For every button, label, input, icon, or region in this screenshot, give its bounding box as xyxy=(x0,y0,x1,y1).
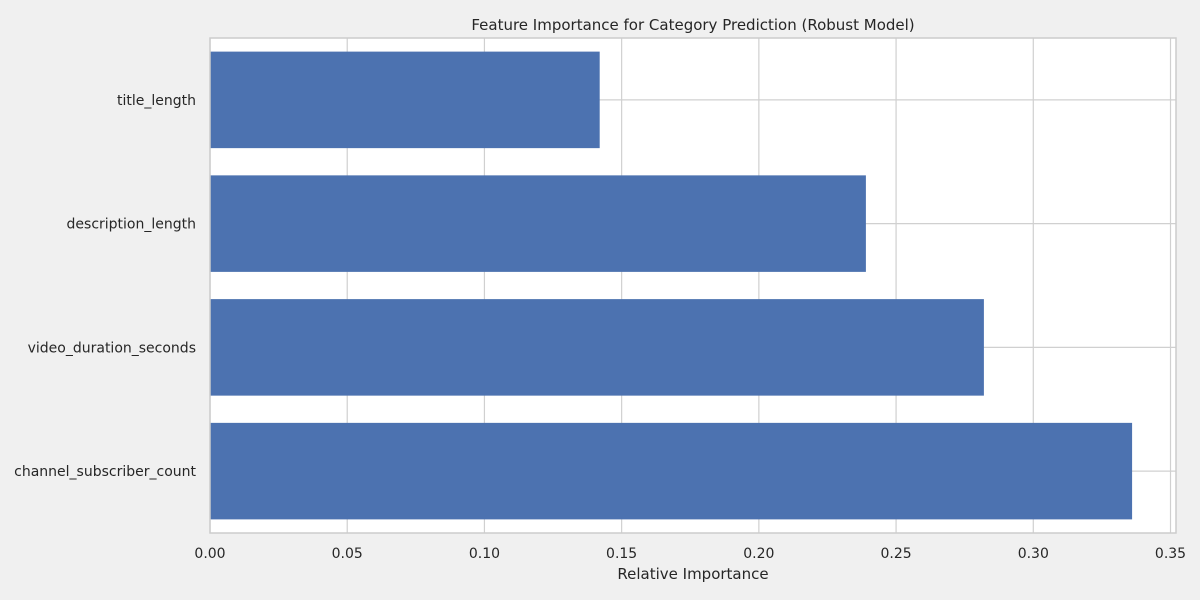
y-tick-label: channel_subscriber_count xyxy=(14,464,196,480)
plot-frame xyxy=(209,37,1177,534)
bar-description-length xyxy=(210,175,866,272)
bar-video-duration-seconds xyxy=(210,299,984,396)
x-axis-label: Relative Importance xyxy=(617,565,768,583)
x-tick-labels: 0.00 0.05 0.10 0.15 0.20 0.25 0.30 0.35 xyxy=(194,546,1186,562)
bars-group xyxy=(210,51,1133,520)
x-tick-label: 0.20 xyxy=(743,546,774,562)
x-tick-label: 0.10 xyxy=(469,546,500,562)
x-tick-label: 0.00 xyxy=(194,546,225,562)
x-tick-label: 0.05 xyxy=(332,546,363,562)
y-tick-label: description_length xyxy=(67,217,196,233)
x-tick-label: 0.25 xyxy=(880,546,911,562)
y-tick-labels: title_length description_length video_dura… xyxy=(14,93,196,480)
x-tick-label: 0.15 xyxy=(606,546,637,562)
y-tick-label: title_length xyxy=(117,93,196,109)
x-tick-label: 0.30 xyxy=(1018,546,1049,562)
x-tick-label: 0.35 xyxy=(1155,546,1186,562)
y-tick-label: video_duration_seconds xyxy=(28,340,196,356)
chart-title: Feature Importance for Category Predicti… xyxy=(471,16,914,34)
bar-channel-subscriber-count xyxy=(210,422,1133,520)
bar-title-length xyxy=(210,51,600,149)
